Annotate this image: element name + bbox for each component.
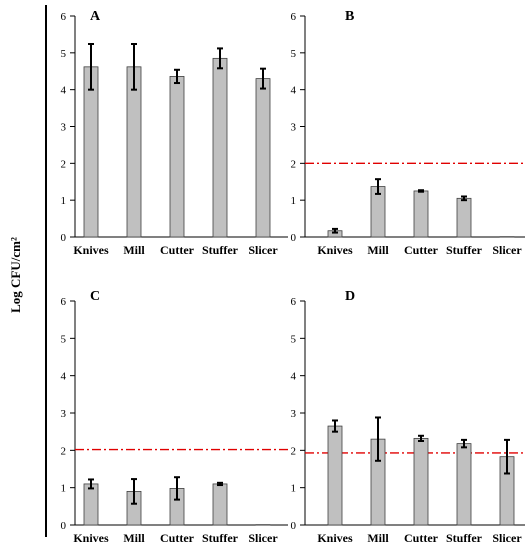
y-tick-label: 3 — [291, 122, 297, 134]
y-tick-label: 0 — [61, 520, 67, 532]
y-tick-label: 4 — [61, 85, 67, 97]
y-tick-label: 5 — [291, 48, 297, 60]
y-tick-label: 0 — [291, 520, 297, 532]
y-tick-label: 5 — [61, 48, 67, 60]
y-tick-label: 1 — [61, 195, 67, 207]
bar — [456, 197, 472, 238]
category-label: Mill — [123, 531, 145, 545]
y-tick-label: 1 — [291, 483, 297, 495]
bar — [212, 57, 228, 238]
y-axis-label: Log CFU/cm² — [8, 237, 23, 313]
y-tick-label: 6 — [291, 11, 297, 23]
panel-label: A — [90, 9, 101, 24]
y-tick-label: 4 — [291, 85, 297, 97]
category-label: Mill — [367, 531, 389, 545]
y-tick-label: 3 — [61, 122, 67, 134]
panel-a: 0 1 2 3 4 5 6 A Knives Mill Cutter Stuffer Slicer — [61, 9, 288, 257]
y-tick-label: 2 — [61, 158, 67, 170]
panel-c: 0 1 2 3 4 5 6 C Knives Mill Cutter Stuffer Slicer — [61, 289, 290, 545]
y-tick-label: 0 — [61, 232, 67, 244]
panel-label: D — [345, 289, 355, 304]
y-tick-label: 6 — [61, 11, 67, 23]
category-label: Knives — [73, 531, 109, 545]
y-tick-label: 5 — [291, 333, 297, 345]
category-label: Slicer — [492, 531, 522, 545]
chart-panels: 0 1 2 3 4 5 6 A Knives Mill Cutter Stuffer Slicer 0 1 2… — [61, 9, 525, 545]
category-label: Cutter — [160, 531, 195, 545]
category-label: Stuffer — [202, 531, 239, 545]
y-tick-label: 1 — [291, 195, 297, 207]
category-label: Cutter — [160, 243, 195, 257]
panel-b: 0 1 2 3 4 5 6 B Knives Mill Cutter Stuffer Slicer — [291, 9, 525, 257]
category-label: Mill — [123, 243, 145, 257]
bar — [83, 483, 99, 526]
category-label: Slicer — [492, 243, 522, 257]
panel-label: C — [90, 289, 100, 304]
y-tick-label: 6 — [291, 296, 297, 308]
y-tick-label: 4 — [291, 371, 297, 383]
category-label: Knives — [317, 531, 353, 545]
bar — [327, 425, 343, 526]
y-tick-label: 6 — [61, 296, 67, 308]
bar — [126, 66, 142, 238]
y-tick-label: 4 — [61, 371, 67, 383]
category-label: Slicer — [248, 531, 278, 545]
category-label: Stuffer — [446, 531, 483, 545]
y-tick-label: 1 — [61, 483, 67, 495]
bar — [169, 76, 185, 238]
bar — [83, 66, 99, 238]
panel-d: 0 1 2 3 4 5 6 D Knives Mill Cutter Stuffer Slicer — [291, 289, 525, 545]
category-label: Knives — [317, 243, 353, 257]
category-label: Stuffer — [446, 243, 483, 257]
category-label: Cutter — [404, 243, 439, 257]
bar — [456, 443, 472, 526]
category-label: Cutter — [404, 531, 439, 545]
category-label: Slicer — [248, 243, 278, 257]
bar — [255, 78, 271, 238]
panel-label: B — [345, 9, 354, 24]
category-label: Knives — [73, 243, 109, 257]
y-tick-label: 3 — [61, 408, 67, 420]
category-label: Mill — [367, 243, 389, 257]
y-tick-label: 2 — [291, 158, 297, 170]
bar — [212, 483, 228, 526]
bar — [255, 524, 271, 526]
y-tick-label: 2 — [61, 445, 67, 457]
bar — [413, 437, 429, 526]
y-tick-label: 0 — [291, 232, 297, 244]
bar — [499, 236, 515, 238]
category-label: Stuffer — [202, 243, 239, 257]
y-tick-label: 2 — [291, 445, 297, 457]
y-tick-label: 3 — [291, 408, 297, 420]
y-tick-label: 5 — [61, 333, 67, 345]
bar — [413, 190, 429, 238]
